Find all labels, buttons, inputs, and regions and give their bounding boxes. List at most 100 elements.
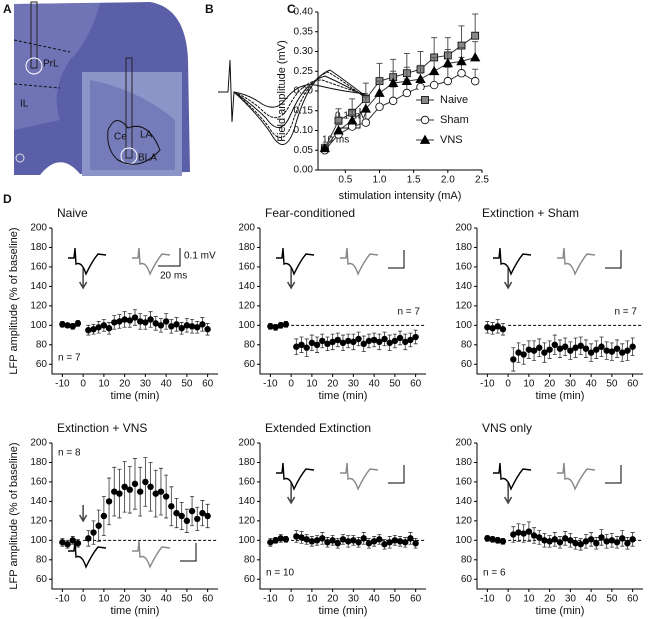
y-tick-label: 120 xyxy=(455,301,472,312)
x-tick-label: 40 xyxy=(161,594,173,605)
y-tick-label: 80 xyxy=(36,554,48,565)
region-label: IL xyxy=(20,99,29,110)
marker xyxy=(391,537,399,544)
marker xyxy=(376,536,383,543)
marker xyxy=(59,321,66,328)
marker xyxy=(303,536,310,543)
trace xyxy=(233,75,369,128)
x-tick-label: -10 xyxy=(263,594,278,605)
marker xyxy=(561,343,569,350)
stimulus-arrow xyxy=(503,483,513,505)
marker xyxy=(577,541,584,548)
y-tick-label: 200 xyxy=(455,438,472,449)
y-tick-label: 140 xyxy=(455,496,472,507)
axes xyxy=(259,228,426,375)
marker xyxy=(162,493,170,500)
x-tick-label: 50 xyxy=(606,594,618,605)
y-axis-label: Field amplitude (mV) xyxy=(276,40,288,141)
x-tick-label: 40 xyxy=(369,379,381,390)
marker xyxy=(525,528,533,535)
marker xyxy=(85,535,92,542)
y-tick-label: 0.30 xyxy=(294,46,314,57)
y-tick-label: 160 xyxy=(455,262,472,273)
panel-label: C xyxy=(287,2,296,16)
marker xyxy=(376,338,383,346)
marker xyxy=(360,340,367,348)
inset-trace xyxy=(68,247,107,276)
marker xyxy=(344,538,352,545)
marker xyxy=(619,349,626,356)
marker xyxy=(319,142,331,153)
x-tick-label: 10 xyxy=(98,379,110,390)
marker xyxy=(168,503,175,510)
marker xyxy=(629,536,636,543)
marker xyxy=(396,334,404,342)
x-tick-label: 30 xyxy=(348,594,360,605)
marker xyxy=(293,343,300,350)
marker xyxy=(536,534,543,541)
marker xyxy=(608,537,616,544)
x-tick-label: 0 xyxy=(80,379,86,390)
inset-trace xyxy=(276,462,315,491)
y-tick-label: 100 xyxy=(455,320,472,331)
marker xyxy=(282,536,290,543)
n-label: n = 7 xyxy=(614,307,637,318)
y-tick-label: 140 xyxy=(238,496,255,507)
marker xyxy=(277,535,284,542)
axes xyxy=(51,228,218,375)
marker xyxy=(339,339,347,347)
marker xyxy=(319,337,326,345)
marker xyxy=(162,318,170,325)
y-tick-label: 0.20 xyxy=(294,86,314,97)
y-tick-label: 180 xyxy=(30,457,47,468)
marker xyxy=(551,536,559,543)
marker xyxy=(365,540,373,547)
marker xyxy=(415,73,426,84)
marker xyxy=(381,541,388,548)
marker xyxy=(443,76,453,86)
trace xyxy=(233,69,369,145)
y-tick-label: 0.05 xyxy=(294,145,314,156)
x-tick-label: 30 xyxy=(565,594,577,605)
marker xyxy=(95,324,102,331)
marker xyxy=(126,486,134,493)
region-label: Ce xyxy=(114,132,127,143)
marker xyxy=(624,347,631,354)
marker xyxy=(173,321,180,328)
y-tick-label: 60 xyxy=(461,574,473,585)
y-tick-label: 120 xyxy=(30,516,47,527)
x-tick-label: -10 xyxy=(480,594,495,605)
marker xyxy=(339,536,347,543)
inset-trace xyxy=(557,462,596,491)
x-tick-label: 60 xyxy=(202,379,214,390)
marker xyxy=(613,539,621,546)
marker xyxy=(360,103,372,113)
electrode xyxy=(125,57,133,159)
marker xyxy=(412,333,419,341)
marker xyxy=(457,69,466,78)
marker xyxy=(572,540,579,547)
y-tick-label: 140 xyxy=(238,281,255,292)
marker xyxy=(95,522,102,529)
marker xyxy=(85,327,92,334)
y-tick-label: 200 xyxy=(30,438,47,449)
marker xyxy=(489,325,496,332)
y-tick-label: 100 xyxy=(30,535,47,546)
y-tick-label: 60 xyxy=(461,359,473,370)
marker xyxy=(556,345,564,352)
marker xyxy=(152,320,159,327)
x-tick-label: 1.5 xyxy=(407,175,421,186)
marker xyxy=(168,323,175,330)
x-tick-label: 1.0 xyxy=(373,175,387,186)
y-tick-label: 200 xyxy=(238,223,255,234)
marker xyxy=(74,540,82,547)
y-tick-label: 140 xyxy=(30,496,47,507)
marker xyxy=(613,345,621,352)
x-tick-label: 40 xyxy=(586,379,598,390)
marker xyxy=(587,349,595,356)
marker xyxy=(546,346,553,353)
scale-bar xyxy=(605,465,622,484)
marker xyxy=(324,539,331,546)
x-tick-label: 20 xyxy=(119,594,131,605)
